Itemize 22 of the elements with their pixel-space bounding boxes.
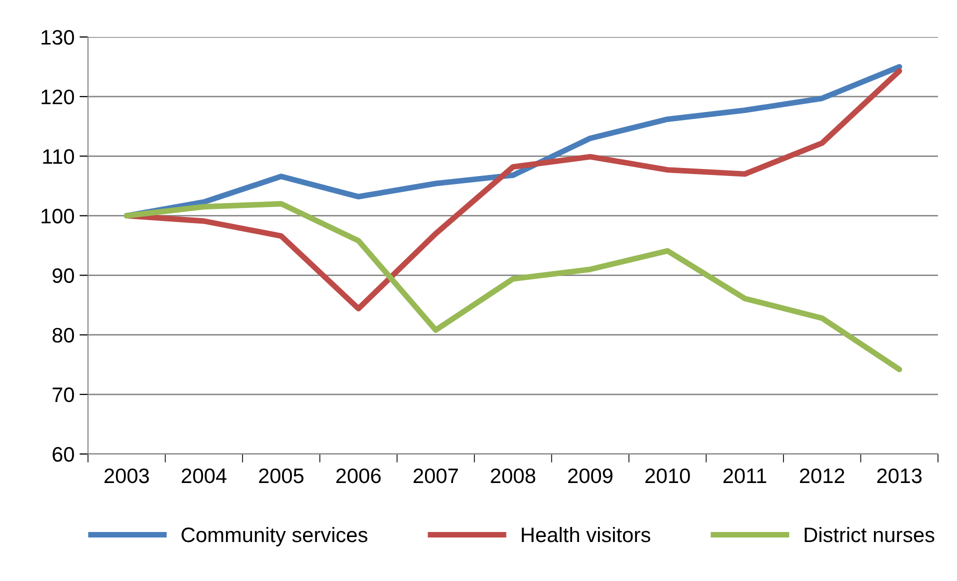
y-tick-label: 120 [42,90,74,104]
legend-label: Health visitors [522,526,650,542]
legend-label: District nurses [804,526,934,542]
x-tick-label: 2007 [414,468,458,484]
y-tick-label: 130 [42,30,74,45]
y-tick-label: 70 [52,387,74,402]
y-tick-label: 60 [52,447,74,462]
y-tick-label: 110 [43,149,74,164]
x-tick-label: 2013 [877,468,922,484]
x-tick-label: 2009 [568,468,612,484]
x-tick-label: 2010 [645,468,690,484]
y-tick-label: 90 [52,268,74,284]
legend-label: Community services [182,526,368,546]
x-tick-label: 2006 [336,468,381,484]
x-tick-label: 2011 [723,468,766,484]
x-tick-label: 2004 [182,468,226,484]
x-tick-label: 2005 [259,468,304,484]
x-tick-label: 2003 [104,468,149,484]
x-tick-label: 2008 [490,468,536,484]
x-tick-label: 2012 [800,468,844,484]
y-tick-label: 80 [52,328,74,343]
y-tick-label: 100 [42,208,74,224]
